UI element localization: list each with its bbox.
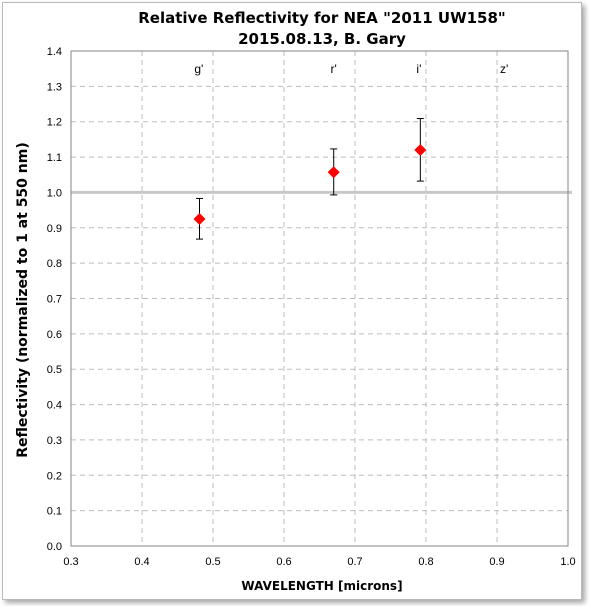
band-label: r' (331, 62, 337, 76)
y-tick-label: 0.7 (47, 294, 62, 306)
x-tick-label: 0.3 (63, 556, 78, 568)
y-tick-label: 0.2 (47, 470, 62, 482)
data-point-marker (414, 144, 427, 156)
y-tick-label: 0.6 (47, 329, 62, 341)
data-points (193, 118, 427, 240)
plot-area (70, 50, 569, 547)
band-label: z' (500, 62, 508, 76)
chart-title: Relative Reflectivity for NEA "2011 UW15… (138, 9, 506, 27)
x-tick-label: 0.5 (205, 556, 220, 568)
y-tick-label: 1.4 (47, 46, 62, 58)
y-tick-label: 0.1 (47, 506, 62, 518)
y-tick-label: 0.4 (47, 400, 62, 412)
x-tick-label: 0.8 (418, 556, 433, 568)
chart-frame: Relative Reflectivity for NEA "2011 UW15… (2, 2, 582, 600)
y-tick-label: 1.0 (47, 187, 62, 199)
y-tick-label: 1.2 (47, 117, 62, 129)
y-tick-label: 1.3 (47, 81, 62, 93)
y-tick-label: 1.1 (47, 152, 62, 164)
x-tick-label: 0.6 (276, 556, 291, 568)
y-tick-label: 0.5 (47, 364, 62, 376)
data-point-marker (193, 212, 206, 225)
y-tick-label: 0.3 (47, 435, 62, 447)
y-tick-labels: 0.0 0.1 0.2 0.3 0.4 0.5 0.6 0.7 0.8 0.9 1.0 1.1 1.2 1… (47, 46, 62, 553)
x-tick-label: 0.4 (134, 556, 149, 568)
x-tick-labels: 0.3 0.4 0.5 0.6 0.7 0.8 0.9 1.0 (63, 556, 575, 568)
band-labels: g' r' i' z' (194, 62, 508, 76)
y-tick-label: 0.0 (47, 541, 62, 553)
chart-subtitle: 2015.08.13, B. Gary (238, 30, 406, 48)
band-label: g' (194, 62, 203, 76)
y-axis-label: Reflectivity (normalized to 1 at 550 nm) (15, 142, 31, 457)
grid-lines (71, 51, 568, 546)
y-tick-label: 0.9 (47, 223, 62, 235)
x-tick-label: 1.0 (560, 556, 575, 568)
x-tick-label: 0.7 (347, 556, 362, 568)
data-point-marker (327, 166, 340, 179)
x-tick-label: 0.9 (489, 556, 504, 568)
x-axis-label: WAVELENGTH [microns] (241, 579, 402, 593)
y-tick-label: 0.8 (47, 258, 62, 270)
band-label: i' (416, 62, 421, 76)
reflectivity-chart: Relative Reflectivity for NEA "2011 UW15… (15, 9, 576, 593)
